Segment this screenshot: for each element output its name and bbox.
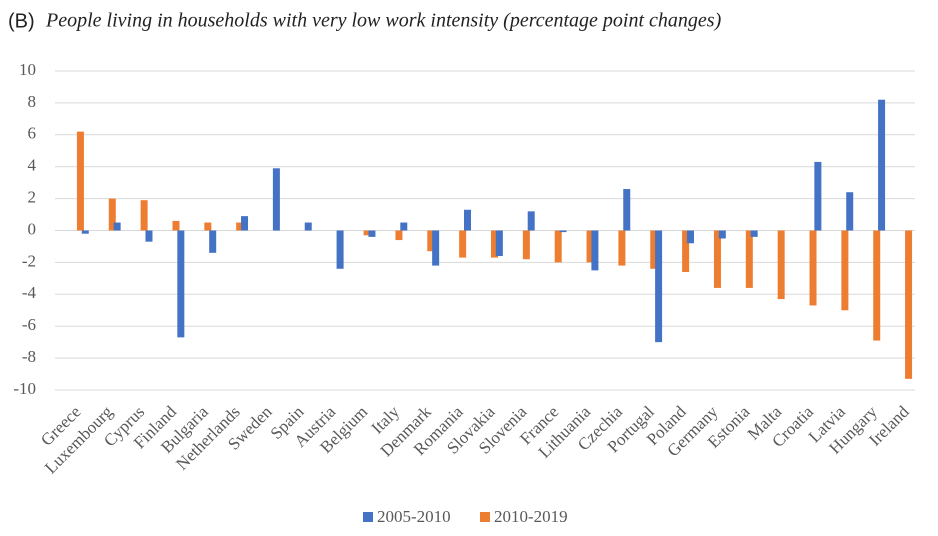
- bar: [145, 230, 153, 242]
- y-tick-label: 8: [28, 92, 37, 111]
- bar: [81, 230, 89, 234]
- y-tick-label: -10: [13, 379, 36, 398]
- bar: [522, 230, 530, 260]
- bar: [745, 230, 753, 288]
- bar: [400, 222, 408, 231]
- bar: [814, 161, 822, 231]
- y-tick-label: -2: [22, 251, 36, 270]
- bar: [241, 216, 249, 231]
- y-tick-label: -4: [22, 283, 37, 302]
- chart-title: People living in households with very lo…: [45, 10, 722, 32]
- panel-label: (B): [8, 10, 35, 32]
- bar: [905, 230, 913, 379]
- bar: [750, 230, 758, 237]
- legend-label: 2005-2010: [377, 507, 451, 526]
- legend-swatch: [363, 512, 373, 522]
- bar: [76, 131, 84, 231]
- bar: [559, 230, 567, 233]
- bar: [713, 230, 721, 288]
- bar: [718, 230, 726, 239]
- bar: [846, 192, 854, 231]
- bar: [554, 230, 562, 263]
- bar: [140, 200, 148, 231]
- bar: [873, 230, 881, 341]
- bar: [686, 230, 694, 244]
- bar: [841, 230, 849, 311]
- bar: [527, 211, 535, 231]
- bar: [682, 230, 690, 272]
- bar: [655, 230, 663, 343]
- bar: [204, 222, 212, 231]
- bar: [623, 189, 631, 231]
- legend-swatch: [480, 512, 490, 522]
- bar: [336, 230, 344, 269]
- bar: [108, 198, 116, 231]
- bar: [368, 230, 376, 237]
- bar: [395, 230, 403, 241]
- bar: [427, 230, 435, 252]
- bar: [177, 230, 185, 338]
- bar: [495, 230, 503, 257]
- bar: [363, 230, 371, 236]
- y-tick-label: 2: [28, 188, 37, 207]
- bar: [172, 220, 180, 231]
- y-tick-label: 0: [28, 219, 37, 238]
- bar: [432, 230, 440, 266]
- legend-label: 2010-2019: [494, 507, 568, 526]
- bar: [209, 230, 217, 253]
- bar: [777, 230, 785, 300]
- bar: [809, 230, 817, 306]
- bar: [113, 222, 121, 231]
- bar: [650, 230, 658, 269]
- bar: [464, 209, 471, 231]
- bar: [304, 222, 312, 231]
- bar: [459, 230, 467, 258]
- bar: [236, 222, 244, 231]
- bar: [878, 99, 886, 231]
- bar: [618, 230, 626, 266]
- y-tick-label: 10: [19, 60, 36, 79]
- bar: [586, 230, 594, 263]
- y-tick-label: 6: [28, 124, 37, 143]
- bar: [591, 230, 599, 271]
- y-tick-label: -8: [22, 347, 36, 366]
- y-tick-label: 4: [28, 156, 37, 175]
- bar: [491, 230, 498, 258]
- y-tick-label: -6: [22, 315, 36, 334]
- bar: [272, 168, 280, 231]
